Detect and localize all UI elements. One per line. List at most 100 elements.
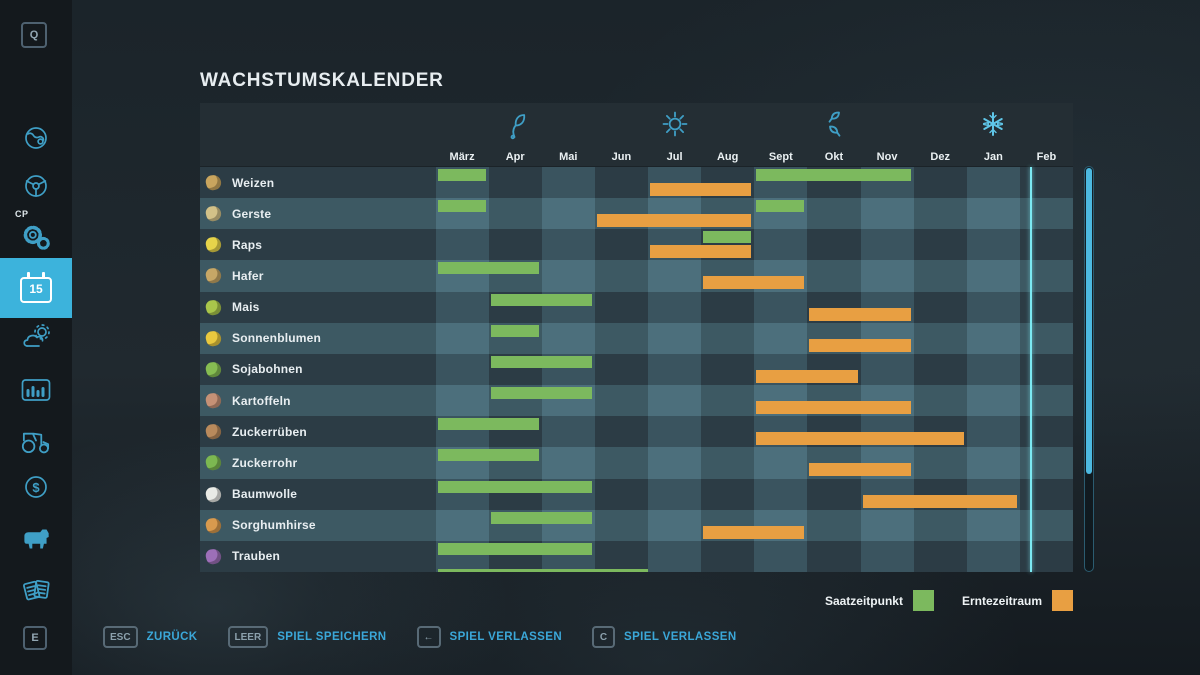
footer-button-label: SPIEL VERLASSEN <box>449 631 563 643</box>
key-badge-c: C <box>592 626 616 648</box>
sun-icon <box>662 111 688 137</box>
grid-cell <box>648 478 702 510</box>
crop-row-sonnenblumen: Sonnenblumen <box>200 322 1073 354</box>
crop-row-kartoffeln: Kartoffeln <box>200 385 1073 417</box>
sorghumhirse-sow-bar <box>490 511 592 524</box>
key-badge-leer: LEER <box>227 626 269 648</box>
canola-icon <box>204 235 223 254</box>
grid-cell <box>754 229 808 261</box>
scrollbar-track[interactable] <box>1084 166 1094 572</box>
grid-cell <box>435 291 489 323</box>
sidebar: Q CP 15 <box>0 0 72 675</box>
crop-name-label: Zuckerrohr <box>232 455 298 470</box>
crop-name-label: Mais <box>232 300 260 315</box>
grid-cell <box>754 291 808 323</box>
sidebar-item-vehicle[interactable] <box>0 162 72 210</box>
sidebar-item-animals[interactable] <box>0 514 72 562</box>
gerste-harvest-bar <box>596 214 752 228</box>
footer-button---spiel-verlassen[interactable]: ← SPIEL VERLASSEN <box>416 626 563 648</box>
grid-cell <box>435 509 489 541</box>
grid-cell <box>966 540 1020 572</box>
kartoffeln-harvest-bar <box>756 401 911 415</box>
world-map-icon <box>25 127 47 149</box>
crop-row-baumwolle: Baumwolle <box>200 478 1073 510</box>
crop-row-zuckerrohr: Zuckerrohr <box>200 447 1073 479</box>
sidebar-item-statistics[interactable] <box>0 366 72 414</box>
baumwolle-harvest-bar <box>862 494 1017 508</box>
crop-name-label: Baumwolle <box>232 487 298 502</box>
sidebar-item-contracts[interactable] <box>0 565 72 613</box>
grid-cell <box>966 260 1020 292</box>
calendar-icon: 15 <box>20 272 52 303</box>
steering-wheel-icon <box>25 175 47 197</box>
sorghum-icon <box>204 516 223 535</box>
month-label-jan: Jan <box>983 151 1003 163</box>
season-summer <box>657 105 693 143</box>
legend-sow-label: Saatzeitpunkt <box>824 593 903 608</box>
footer-button-c-spiel-verlassen[interactable]: C SPIEL VERLASSEN <box>592 626 737 648</box>
month-label-feb: Feb <box>1036 151 1057 163</box>
month-label-aug: Aug <box>716 151 739 163</box>
grid-cell <box>541 229 595 261</box>
grid-cell <box>648 416 702 448</box>
oat-icon <box>204 266 223 286</box>
tractor-icon <box>21 432 50 454</box>
season-autumn <box>816 105 852 143</box>
crop-row-hafer: Hafer <box>200 260 1073 292</box>
grid-cell <box>541 447 595 479</box>
zuckerr-ben-sow-bar <box>437 418 539 431</box>
grid-cell <box>966 322 1020 354</box>
svg-text:$: $ <box>32 480 40 495</box>
sonnenblumen-sow-bar <box>490 324 539 337</box>
grid-cell <box>648 385 702 417</box>
grid-cell <box>966 509 1020 541</box>
grid-cell <box>966 291 1020 323</box>
falling-leaves-icon <box>828 111 841 137</box>
crop-name-label: Weizen <box>232 175 275 190</box>
weizen-sow-bar <box>437 169 486 181</box>
cow-icon <box>24 529 49 549</box>
sojabohnen-harvest-bar <box>756 369 858 383</box>
sidebar-item-weather[interactable] <box>0 314 72 362</box>
statistics-icon <box>21 379 51 401</box>
scrollbar-thumb[interactable] <box>1086 168 1092 474</box>
grid-cell <box>648 353 702 386</box>
month-label-nov: Nov <box>876 151 898 163</box>
month-label-jul: Jul <box>666 151 683 163</box>
grid-cell <box>860 540 914 572</box>
raps-sow-bar <box>703 231 752 244</box>
sidebar-item-calendar[interactable]: 15 <box>0 258 72 318</box>
kartoffeln-sow-bar <box>490 387 592 400</box>
sidebar-item-finances[interactable]: $ <box>0 463 72 511</box>
legend-harvest-swatch <box>1052 590 1073 611</box>
grid-cell <box>966 353 1020 386</box>
grid-cell <box>966 385 1020 417</box>
footer-button-esc-zur-ck[interactable]: ESC ZURÜCK <box>103 626 198 648</box>
legend-sow-swatch <box>912 590 934 611</box>
grid-cell <box>435 229 489 261</box>
legend: Saatzeitpunkt Erntezeitraum <box>825 590 1073 611</box>
sugarbeet-icon <box>204 422 223 441</box>
grid-cell <box>541 167 595 199</box>
crop-name-label: Gerste <box>232 206 272 221</box>
month-label-okt: Okt <box>824 151 844 163</box>
month-label-apr: Apr <box>505 151 525 163</box>
sorghumhirse-harvest-bar <box>703 525 805 539</box>
footer-button-leer-spiel-speichern[interactable]: LEER SPIEL SPEICHERN <box>227 626 387 648</box>
sidebar-item-courseplay[interactable] <box>0 213 72 261</box>
barley-icon <box>204 204 223 223</box>
mais-harvest-bar <box>809 307 911 321</box>
hafer-sow-bar <box>437 262 539 275</box>
grid-cell <box>860 198 914 230</box>
sidebar-item-map[interactable] <box>0 114 72 162</box>
crop-row-sorghumhirse: Sorghumhirse <box>200 509 1073 541</box>
sidebar-item-garage[interactable] <box>0 416 72 464</box>
grid-cell <box>966 447 1020 479</box>
footer-button-label: ZURÜCK <box>146 631 198 643</box>
hotkey-q-badge: Q <box>21 22 47 48</box>
crop-row-mais: Mais <box>200 291 1073 323</box>
grid-cell <box>966 198 1020 230</box>
courseplay-gears-icon <box>23 225 50 250</box>
cotton-icon <box>204 484 223 504</box>
gerste-sow-bar <box>437 200 486 213</box>
